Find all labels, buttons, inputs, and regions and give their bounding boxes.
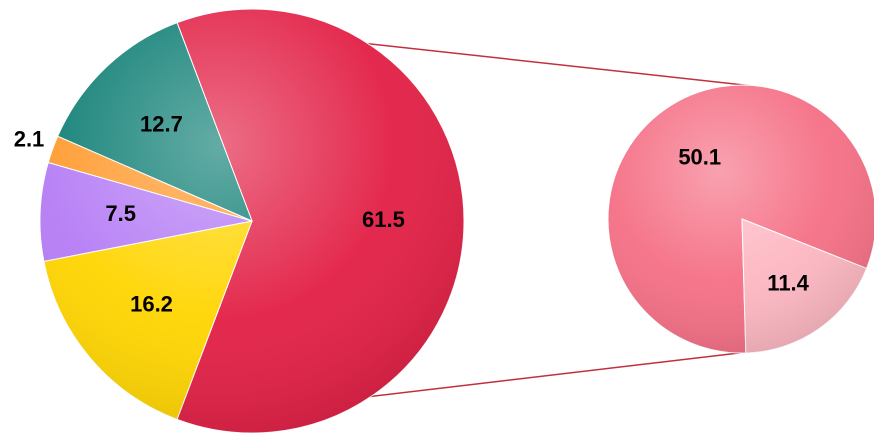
main-label-7-5: 7.5 <box>105 201 136 226</box>
secondary-label-50-1: 50.1 <box>678 144 721 169</box>
data-labels: 61.5 16.2 7.5 2.1 12.7 50.1 11.4 <box>14 112 810 317</box>
secondary-label-11-4: 11.4 <box>767 271 809 296</box>
main-label-16-2: 16.2 <box>130 292 173 317</box>
main-label-2-1: 2.1 <box>14 127 45 152</box>
main-pie-shine <box>40 9 464 433</box>
main-pie <box>39 8 465 434</box>
secondary-pie-shine <box>608 85 874 353</box>
main-label-12-7: 12.7 <box>140 112 183 137</box>
main-label-61-5: 61.5 <box>362 207 405 232</box>
secondary-pie <box>607 84 874 354</box>
